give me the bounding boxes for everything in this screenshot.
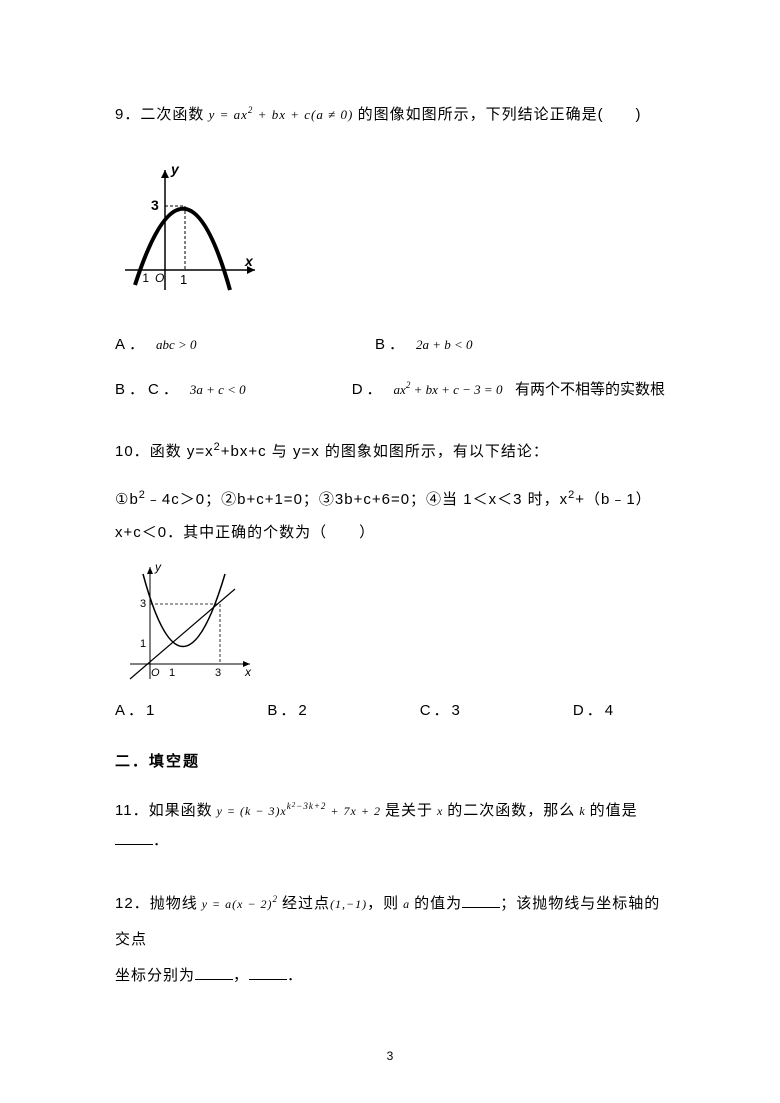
q12-formula: y = a(x − 2)2: [198, 897, 282, 911]
q9-optB-formula: 2a + b < 0: [416, 337, 473, 352]
q9-opt-a: A．abc > 0: [115, 330, 315, 360]
q10-opt-a: A．1: [115, 699, 157, 720]
q10-graph-icon: 3 1 O 1 3 y x: [115, 559, 260, 684]
question-10: 10．函数 y=x2+bx+c 与 y=x 的图象如图所示，有以下结论： ①b2…: [115, 435, 665, 720]
q11-formula: y = (k − 3)xk2−3k+2 + 7x + 2: [213, 804, 385, 818]
q10-line2a: ①b2﹣4c＞0；②b+c+1=0；③3b+c+6=0；④当 1＜x＜3 时，x…: [115, 483, 665, 516]
q9-optC-formula: 3a + c < 0: [190, 382, 246, 397]
svg-text:O: O: [151, 667, 160, 679]
q9-options-row1: A．abc > 0 B．2a + b < 0: [115, 330, 665, 360]
q9-suffix: 的图像如图所示，下列结论正确是( ): [358, 106, 642, 123]
question-12: 12．抛物线 y = a(x − 2)2 经过点(1,−1)，则 a 的值为；该…: [115, 886, 665, 994]
svg-text:- 1: - 1: [135, 271, 149, 285]
q10-line2b: x+c＜0．其中正确的个数为（ ）: [115, 516, 665, 549]
q10-options: A．1 B．2 C．3 D．4: [115, 699, 665, 720]
question-11: 11．如果函数 y = (k − 3)xk2−3k+2 + 7x + 2 是关于…: [115, 796, 665, 856]
q11-var-x: x: [433, 804, 447, 818]
svg-text:1: 1: [169, 667, 175, 679]
q11-text: 11．如果函数 y = (k − 3)xk2−3k+2 + 7x + 2 是关于…: [115, 796, 665, 856]
q9-optA-formula: abc > 0: [156, 337, 197, 352]
q9-prefix: 二次函数: [140, 106, 204, 123]
parabola-graph-icon: 3 - 1 O 1 y x: [115, 160, 265, 300]
q9-opt-b: B．2a + b < 0: [375, 330, 473, 360]
page-number: 3: [387, 1049, 394, 1063]
q9-formula: y = ax2 + bx + c(a ≠ 0): [204, 107, 357, 122]
blank-input: [115, 831, 153, 845]
q9-graph: 3 - 1 O 1 y x: [115, 160, 665, 300]
svg-text:1: 1: [140, 638, 146, 650]
q9-num: 9．: [115, 106, 140, 123]
blank-input: [195, 966, 233, 980]
q12-var-a: a: [399, 897, 414, 911]
q9-options-row2: B．C．3a + c < 0 D．ax2 + bx + c − 3 = 0 有两…: [115, 375, 665, 405]
svg-text:3: 3: [140, 598, 146, 610]
q9-optD-tail: 有两个不相等的实数根: [515, 381, 665, 398]
q12-text: 12．抛物线 y = a(x − 2)2 经过点(1,−1)，则 a 的值为；该…: [115, 886, 665, 994]
q10-opt-c: C．3: [420, 699, 463, 720]
blank-input: [249, 966, 287, 980]
q10-line1: 10．函数 y=x2+bx+c 与 y=x 的图象如图所示，有以下结论：: [115, 435, 665, 468]
svg-text:O: O: [155, 271, 164, 285]
blank-input: [462, 894, 500, 908]
svg-text:x: x: [244, 253, 254, 269]
svg-text:y: y: [170, 161, 180, 177]
q11-var-k: k: [575, 804, 589, 818]
q10-opt-d: D．4: [573, 699, 616, 720]
q9-opt-d: D．ax2 + bx + c − 3 = 0 有两个不相等的实数根: [352, 375, 665, 405]
svg-text:y: y: [154, 560, 162, 574]
svg-text:1: 1: [180, 272, 187, 287]
svg-text:x: x: [244, 665, 252, 679]
section-2-title: 二．填空题: [115, 750, 665, 771]
question-9: 9．二次函数 y = ax2 + bx + c(a ≠ 0) 的图像如图所示，下…: [115, 100, 665, 405]
svg-text:3: 3: [215, 667, 221, 679]
svg-text:3: 3: [151, 197, 159, 213]
q10-opt-b: B．2: [267, 699, 309, 720]
q9-opt-c: B．C．3a + c < 0: [115, 375, 312, 405]
q9-optD-formula: ax2 + bx + c − 3 = 0: [394, 382, 503, 397]
q12-point: (1,−1): [330, 897, 367, 911]
q9-text: 9．二次函数 y = ax2 + bx + c(a ≠ 0) 的图像如图所示，下…: [115, 100, 665, 130]
